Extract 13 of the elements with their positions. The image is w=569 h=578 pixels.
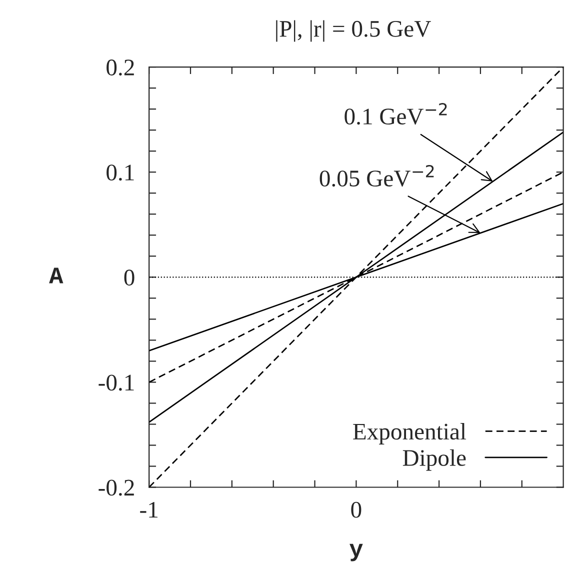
y-tick-label: -0.2 <box>98 480 134 496</box>
y-tick-label: -0.1 <box>98 374 134 391</box>
y-tick-label: 0.2 <box>106 60 134 76</box>
annotation: 0.05 GeV$^{−2}$ <box>320 164 434 187</box>
y-axis-title: A <box>49 268 64 284</box>
chart-title: |P|, |r| = 0.5 GeV <box>276 20 431 42</box>
x-tick-label: -1 <box>140 502 158 518</box>
legend-label: Dipole <box>402 449 466 471</box>
annotation: 0.1 GeV$^{−2}$ <box>344 102 447 125</box>
legend-label: Exponential <box>353 423 466 444</box>
y-tick-label: 0.1 <box>106 164 134 181</box>
x-axis-title: y <box>350 544 363 562</box>
y-tick-label: 0 <box>124 270 134 286</box>
